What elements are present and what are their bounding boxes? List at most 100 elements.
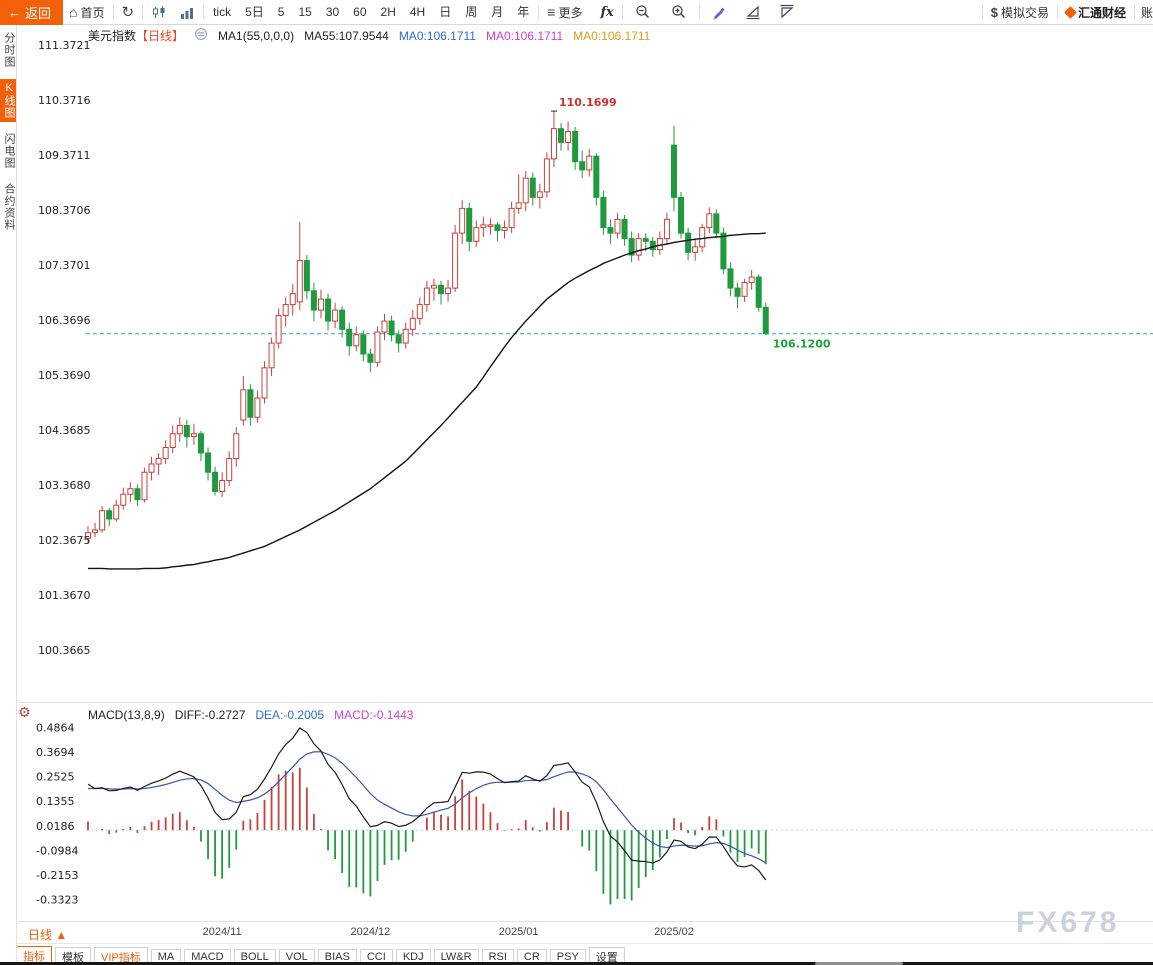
- fx678-watermark: FX678: [1016, 906, 1120, 939]
- home-icon: ⌂: [69, 4, 78, 20]
- period-button[interactable]: 60: [353, 5, 367, 19]
- period-button[interactable]: 2H: [380, 5, 396, 19]
- macd-layer: [86, 727, 1153, 905]
- triangle-tool-up-button[interactable]: [739, 0, 767, 25]
- svg-text:109.3711: 109.3711: [38, 149, 91, 162]
- period-button[interactable]: 30: [325, 5, 340, 19]
- truncated-menu-item[interactable]: 账: [1141, 5, 1153, 20]
- indicator-tab[interactable]: 设置: [588, 946, 625, 965]
- zoom-in-button[interactable]: [665, 0, 693, 25]
- back-label: 返回: [25, 5, 52, 21]
- period-dropdown[interactable]: 日线 ▲: [28, 926, 67, 943]
- period-button[interactable]: 5日: [245, 5, 264, 19]
- bottom-scrollbar-track[interactable]: [0, 962, 1153, 965]
- macd-title: MACD(13,8,9): [88, 708, 165, 722]
- zoom-in-icon: [672, 5, 685, 19]
- more-menu-button[interactable]: ≡ 更多: [541, 0, 588, 25]
- zoom-out-icon: [636, 5, 649, 19]
- zoom-out-button[interactable]: [629, 0, 657, 25]
- svg-text:110.3716: 110.3716: [38, 94, 91, 107]
- macd-dea-value: DEA:-0.2005: [255, 708, 325, 722]
- ma55-line: [88, 232, 766, 570]
- toolbar-divider: [698, 5, 700, 19]
- candlestick-chart-icon: [153, 5, 165, 18]
- period-button[interactable]: 4H: [409, 5, 426, 19]
- volume-style-button[interactable]: [173, 0, 201, 25]
- svg-text:-0.2153: -0.2153: [36, 869, 78, 882]
- period-button[interactable]: 5: [277, 5, 285, 19]
- svg-text:107.3701: 107.3701: [38, 259, 91, 272]
- indicator-tab[interactable]: 模板: [55, 946, 91, 965]
- period-button[interactable]: 周: [465, 5, 478, 19]
- sidebar-item[interactable]: 闪电图: [3, 133, 15, 169]
- home-button[interactable]: ⌂ 首页: [63, 0, 110, 25]
- svg-text:111.3721: 111.3721: [38, 39, 91, 52]
- sidebar-item[interactable]: 合约资料: [3, 183, 15, 231]
- back-button[interactable]: ← 返回: [0, 0, 64, 25]
- brand-diamond-icon: [1064, 5, 1077, 19]
- chevron-up-icon: ▲: [55, 928, 68, 942]
- brand-logo[interactable]: 汇通财经: [1060, 0, 1132, 25]
- period-button[interactable]: 日: [439, 5, 452, 19]
- svg-text:110.1699: 110.1699: [559, 96, 617, 109]
- bottom-scrollbar-thumb[interactable]: [815, 962, 903, 965]
- indicator-gear-icon[interactable]: ⚙: [18, 704, 31, 720]
- back-arrow-icon: ←: [8, 4, 21, 20]
- x-axis-month-label: 2024/11: [202, 926, 242, 938]
- toolbar-divider: [142, 5, 144, 19]
- svg-text:105.3690: 105.3690: [38, 369, 91, 382]
- toolbar-divider: [1134, 5, 1135, 19]
- x-axis-month-label: 2025/01: [498, 926, 539, 938]
- svg-text:0.3694: 0.3694: [36, 746, 75, 759]
- triangle-down-tool-icon: [780, 4, 794, 19]
- svg-text:0.1355: 0.1355: [36, 795, 75, 808]
- sidebar-item[interactable]: 分时图: [3, 32, 15, 68]
- more-label: 更多: [558, 5, 583, 20]
- macd-diff-value: DIFF:-0.2727: [174, 708, 246, 722]
- indicator-tab[interactable]: LW&R: [433, 948, 479, 965]
- home-label: 首页: [80, 5, 105, 20]
- period-button[interactable]: 年: [517, 5, 530, 19]
- macd-macd-value: MACD:-0.1443: [334, 708, 414, 722]
- svg-text:106.3696: 106.3696: [38, 314, 91, 327]
- indicator-tab[interactable]: RSI: [481, 948, 514, 965]
- period-button[interactable]: 月: [491, 5, 504, 19]
- svg-text:106.1200: 106.1200: [773, 338, 831, 351]
- left-sidebar: 分时图 K线图闪电图合约资料: [0, 25, 17, 965]
- svg-text:-0.3323: -0.3323: [36, 893, 78, 906]
- sidebar-item[interactable]: K线图: [0, 79, 16, 122]
- period-tag: 【日线】: [136, 29, 185, 43]
- macd-legend: MACD(13,8,9) DIFF:-0.2727 DEA:-0.2005 MA…: [88, 708, 413, 722]
- ma0-value-blue: MA0:106.1711: [398, 28, 476, 43]
- indicator-tab[interactable]: MACD: [184, 948, 231, 965]
- indicator-tab[interactable]: PSY: [549, 948, 586, 965]
- triangle-tool-down-button[interactable]: [773, 0, 801, 25]
- indicator-tab[interactable]: VIP指标: [94, 946, 148, 965]
- circled-settings-icon: [195, 28, 208, 40]
- formula-fx-button[interactable]: fx: [600, 4, 614, 20]
- pencil-icon: [713, 7, 725, 20]
- refresh-button[interactable]: ↻: [116, 0, 141, 25]
- period-buttons-group: tick 5日 5 15 30 60 2H 4H 日周月年: [206, 0, 536, 24]
- toolbar-divider: [1056, 5, 1058, 19]
- x-axis-month-label: 2025/02: [654, 926, 694, 938]
- indicator-tab[interactable]: BOLL: [233, 948, 276, 965]
- period-button[interactable]: 15: [298, 5, 312, 19]
- indicator-tab[interactable]: 指标: [16, 946, 52, 965]
- svg-text:101.3670: 101.3670: [38, 589, 91, 602]
- hamburger-menu-icon: ≡: [547, 4, 556, 20]
- volume-bars-icon: [181, 7, 194, 19]
- period-button[interactable]: tick: [213, 5, 232, 19]
- ma55-value: MA55:107.9544: [304, 28, 389, 43]
- toolbar-divider: [112, 5, 114, 19]
- brand-label: 汇通财经: [1077, 5, 1126, 20]
- svg-text:0.2525: 0.2525: [36, 771, 75, 784]
- sim-trade-button[interactable]: $ 模拟交易: [985, 0, 1055, 25]
- indicator-settings-button[interactable]: [194, 27, 208, 44]
- toolbar-divider: [538, 5, 540, 19]
- indicator-tab[interactable]: CR: [516, 948, 547, 965]
- draw-pencil-button[interactable]: [705, 0, 733, 25]
- candlestick-style-button[interactable]: [145, 0, 173, 25]
